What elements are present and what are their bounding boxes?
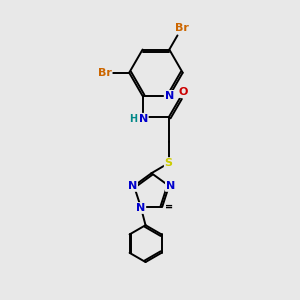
Text: N: N: [136, 203, 145, 213]
Text: Br: Br: [98, 68, 112, 78]
Text: Br: Br: [175, 23, 189, 33]
Text: O: O: [178, 87, 188, 97]
Text: =: =: [165, 202, 173, 212]
Text: N: N: [139, 114, 148, 124]
Text: S: S: [165, 158, 173, 168]
Text: N: N: [128, 181, 137, 191]
Text: H: H: [129, 114, 137, 124]
Text: N: N: [166, 181, 175, 191]
Text: N: N: [165, 91, 174, 101]
